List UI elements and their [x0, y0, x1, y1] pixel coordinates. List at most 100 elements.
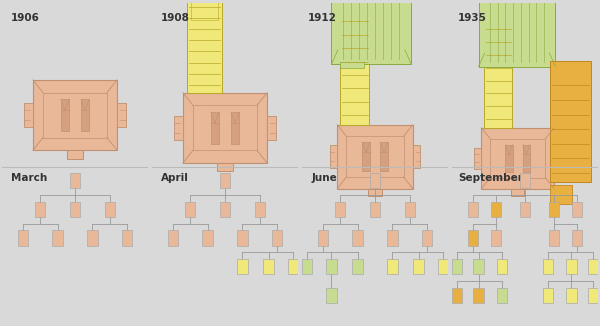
Bar	[104, 202, 115, 217]
Bar	[193, 105, 257, 150]
Bar	[263, 259, 274, 274]
Bar	[497, 259, 507, 274]
Bar	[511, 188, 524, 196]
Bar	[479, 0, 556, 67]
Bar	[326, 288, 337, 303]
Bar	[302, 259, 312, 274]
Bar	[191, 0, 218, 20]
Bar	[413, 145, 421, 168]
Bar	[237, 230, 248, 246]
Bar	[491, 230, 501, 246]
Bar	[25, 103, 33, 127]
Text: 1908: 1908	[161, 13, 190, 23]
Bar	[352, 259, 363, 274]
Bar	[370, 173, 380, 188]
Bar	[588, 259, 598, 274]
Bar	[70, 202, 80, 217]
Bar	[387, 259, 398, 274]
Bar	[566, 259, 577, 274]
Text: 1906: 1906	[11, 13, 40, 23]
Bar	[326, 259, 337, 274]
Bar	[187, 0, 222, 93]
Bar	[272, 230, 283, 246]
Bar	[497, 288, 507, 303]
Bar	[413, 259, 424, 274]
Bar	[473, 259, 484, 274]
Bar	[202, 230, 213, 246]
Bar	[33, 80, 117, 150]
Bar	[473, 288, 484, 303]
Bar	[520, 173, 530, 188]
Bar	[588, 288, 598, 303]
Bar	[329, 145, 337, 168]
Bar	[543, 288, 553, 303]
Bar	[484, 0, 512, 128]
Bar	[550, 185, 572, 204]
Bar	[185, 202, 196, 217]
Bar	[17, 230, 28, 246]
Text: March: March	[11, 172, 47, 183]
Bar	[122, 230, 133, 246]
Bar	[523, 144, 530, 172]
Bar	[211, 112, 219, 144]
Bar	[550, 61, 590, 183]
Bar	[337, 125, 413, 188]
Bar	[81, 99, 89, 131]
Bar	[87, 230, 98, 246]
Bar	[572, 202, 583, 217]
Bar	[549, 230, 559, 246]
Bar	[404, 202, 415, 217]
Bar	[61, 99, 69, 131]
Bar	[422, 230, 433, 246]
Bar	[520, 202, 530, 217]
Text: September: September	[458, 172, 523, 183]
Bar	[231, 112, 239, 144]
Bar	[481, 128, 554, 188]
Bar	[543, 259, 553, 274]
Bar	[267, 115, 275, 140]
Bar	[331, 0, 412, 64]
Bar	[487, 13, 509, 45]
Bar	[254, 202, 265, 217]
Bar	[220, 173, 230, 188]
Text: April: April	[161, 172, 189, 183]
Bar	[217, 163, 233, 171]
Bar	[505, 144, 512, 172]
Bar	[572, 230, 583, 246]
Bar	[117, 103, 125, 127]
Bar	[340, 0, 370, 125]
Bar	[566, 288, 577, 303]
Bar	[67, 150, 83, 159]
Bar	[549, 202, 559, 217]
Bar	[490, 139, 545, 178]
Text: 1912: 1912	[308, 13, 337, 23]
Text: June: June	[311, 172, 337, 183]
Bar	[491, 202, 501, 217]
Bar	[362, 142, 370, 171]
Bar	[387, 230, 398, 246]
Bar	[167, 230, 178, 246]
Bar	[183, 93, 267, 163]
Bar	[452, 259, 462, 274]
Bar	[70, 173, 80, 188]
Bar	[346, 136, 404, 177]
Text: 1935: 1935	[458, 13, 487, 23]
Bar	[43, 93, 107, 138]
Bar	[352, 230, 363, 246]
Bar	[554, 148, 562, 169]
Bar	[380, 142, 388, 171]
Bar	[370, 202, 380, 217]
Bar	[220, 202, 230, 217]
Bar	[52, 230, 63, 246]
Bar	[438, 259, 448, 274]
Bar	[474, 148, 481, 169]
Bar	[467, 202, 478, 217]
Bar	[237, 259, 248, 274]
Bar	[175, 115, 183, 140]
Bar	[317, 230, 328, 246]
Bar	[467, 230, 478, 246]
Bar	[35, 202, 46, 217]
Bar	[288, 259, 298, 274]
Bar	[368, 188, 382, 196]
Bar	[452, 288, 462, 303]
